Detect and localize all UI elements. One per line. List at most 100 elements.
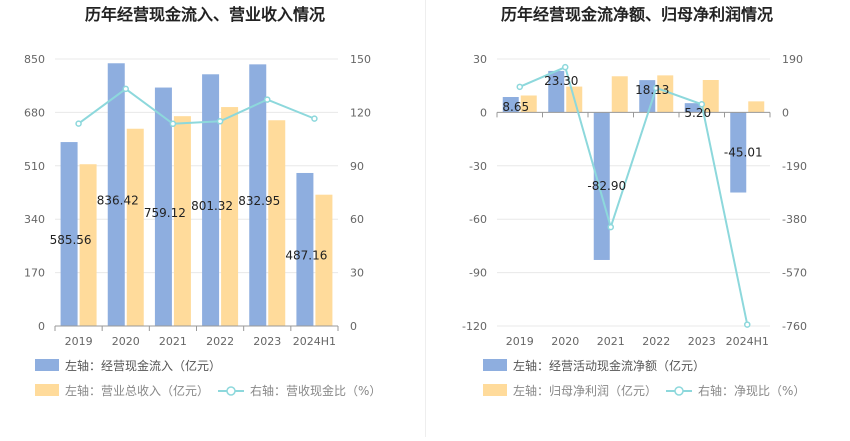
legend-swatch-series2	[483, 384, 507, 396]
bar-2019-series1	[60, 142, 78, 326]
x-tick-label: 2020	[112, 335, 140, 348]
line-point	[169, 120, 177, 128]
legend-swatch-series2	[35, 384, 59, 396]
line-point	[516, 83, 523, 91]
line-point	[264, 96, 271, 103]
bar-2023-series1	[684, 103, 701, 113]
legend-label-series1: 左轴：经营活动现金流净额（亿元）	[513, 358, 705, 373]
x-tick-label: 2019	[506, 335, 534, 348]
net-cashflow-chart: 历年经营现金流净额、归母净利润情况 -120 -90 -60 -30 0 30 -760 -5…	[425, 0, 850, 437]
line-point	[75, 120, 82, 127]
bar-2022-series2	[657, 75, 674, 113]
legend-label-series2: 左轴：归母净利润（亿元）	[513, 383, 657, 398]
legend-swatch-series3-dot	[226, 386, 236, 396]
cashflow-inflow-chart-svg: 历年经营现金流入、营业收入情况 0 170 340 510 680 850 0 30 60 90 1…	[24, 5, 381, 398]
net-cashflow-chart-svg: 历年经营现金流净额、归母净利润情况 -120 -90 -60 -30 0 30 -760 -5…	[462, 5, 807, 398]
bar-2022-series1	[202, 74, 220, 326]
y-left-tick-label: -30	[469, 160, 487, 173]
data-label: 23.30	[544, 74, 578, 88]
chart-title: 历年经营现金流入、营业收入情况	[85, 5, 325, 24]
bar-2024H1-series2	[748, 101, 765, 113]
bar-2019-series2	[520, 95, 537, 113]
legend-swatch-series3-dot	[674, 386, 684, 396]
line-point	[698, 100, 705, 108]
y-right-tick-label: 30	[350, 267, 364, 280]
y-right-tick-label: -190	[782, 160, 807, 173]
legend-swatch-series1	[483, 359, 507, 371]
data-label: 836.42	[97, 194, 139, 208]
bar-2024H1-series1	[730, 112, 747, 193]
line-point	[744, 321, 751, 328]
bar-2021-series1	[154, 87, 172, 326]
legend-label-series3: 右轴：净现比（%）	[698, 383, 805, 398]
line-point	[562, 63, 569, 71]
bar-2023-series1	[249, 64, 267, 326]
line-point	[216, 118, 224, 125]
x-tick-label: 2023	[253, 335, 281, 348]
bar-2019-series2	[79, 164, 97, 326]
data-label: -82.90	[587, 179, 626, 193]
panel-divider	[425, 0, 426, 437]
line-point	[607, 223, 614, 231]
bar-2021-series2	[611, 76, 628, 113]
data-label: 487.16	[285, 248, 327, 262]
legend-label-series3: 右轴：营收现金比（%）	[250, 383, 381, 398]
data-label: 759.12	[144, 206, 186, 220]
legend-swatch-series1	[35, 359, 59, 371]
legend-label-series2: 左轴：营业总收入（亿元）	[65, 383, 209, 398]
x-tick-label: 2022	[206, 335, 234, 348]
bar-2020-series1	[548, 70, 565, 113]
y-right-tick-label: 0	[782, 106, 789, 119]
bar-2023-series2	[702, 80, 719, 113]
y-left-tick-label: 170	[24, 267, 45, 280]
y-right-tick-label: 120	[350, 106, 371, 119]
bar-2019-series1	[502, 97, 519, 113]
data-label: 8.65	[502, 100, 529, 114]
data-label: -45.01	[724, 145, 763, 159]
bar-2021-series2	[173, 116, 191, 327]
data-label: 832.95	[238, 194, 280, 208]
bar-2020-series1	[107, 63, 125, 326]
x-tick-label: 2023	[688, 335, 716, 348]
x-tick-label: 2024H1	[726, 335, 769, 348]
x-tick-label: 2019	[65, 335, 93, 348]
y-left-tick-label: 0	[480, 106, 487, 119]
y-right-tick-label: -570	[782, 267, 807, 280]
y-left-tick-label: 850	[24, 53, 45, 66]
y-left-tick-label: 340	[24, 213, 45, 226]
line-point	[653, 84, 660, 92]
x-tick-label: 2024H1	[293, 335, 336, 348]
bar-2024H1-series1	[296, 172, 314, 326]
y-right-tick-label: 190	[782, 53, 803, 66]
x-tick-label: 2021	[597, 335, 625, 348]
cashflow-inflow-chart: 历年经营现金流入、营业收入情况 0 170 340 510 680 850 0 30 60 90 1…	[0, 0, 425, 437]
y-left-tick-label: 0	[38, 320, 45, 333]
y-left-tick-label: -90	[469, 267, 487, 280]
line-point	[311, 115, 318, 122]
data-label: 18.13	[635, 83, 669, 97]
line-series	[77, 87, 315, 125]
bar-2020-series2	[126, 128, 144, 326]
bar-2024H1-series2	[315, 194, 333, 326]
x-tick-label: 2020	[551, 335, 579, 348]
x-tick-label: 2022	[642, 335, 670, 348]
x-tick-label: 2021	[159, 335, 187, 348]
y-right-tick-label: 150	[350, 53, 371, 66]
line-series	[519, 65, 749, 325]
legend-label-series1: 左轴：经营现金流入（亿元）	[65, 358, 221, 373]
data-label: 801.32	[191, 199, 233, 213]
y-right-tick-label: -760	[782, 320, 807, 333]
y-left-tick-label: 680	[24, 106, 45, 119]
y-left-tick-label: -60	[469, 213, 487, 226]
bar-2022-series2	[221, 107, 239, 326]
y-left-tick-label: 30	[473, 53, 487, 66]
data-label: 5.20	[684, 106, 711, 120]
y-right-tick-label: -380	[782, 213, 807, 226]
bar-2021-series1	[593, 112, 610, 260]
y-left-tick-label: 510	[24, 160, 45, 173]
line-point	[122, 85, 129, 93]
y-left-tick-label: -120	[462, 320, 487, 333]
bar-2023-series2	[268, 120, 286, 327]
y-right-tick-label: 90	[350, 160, 364, 173]
y-right-tick-label: 60	[350, 213, 364, 226]
